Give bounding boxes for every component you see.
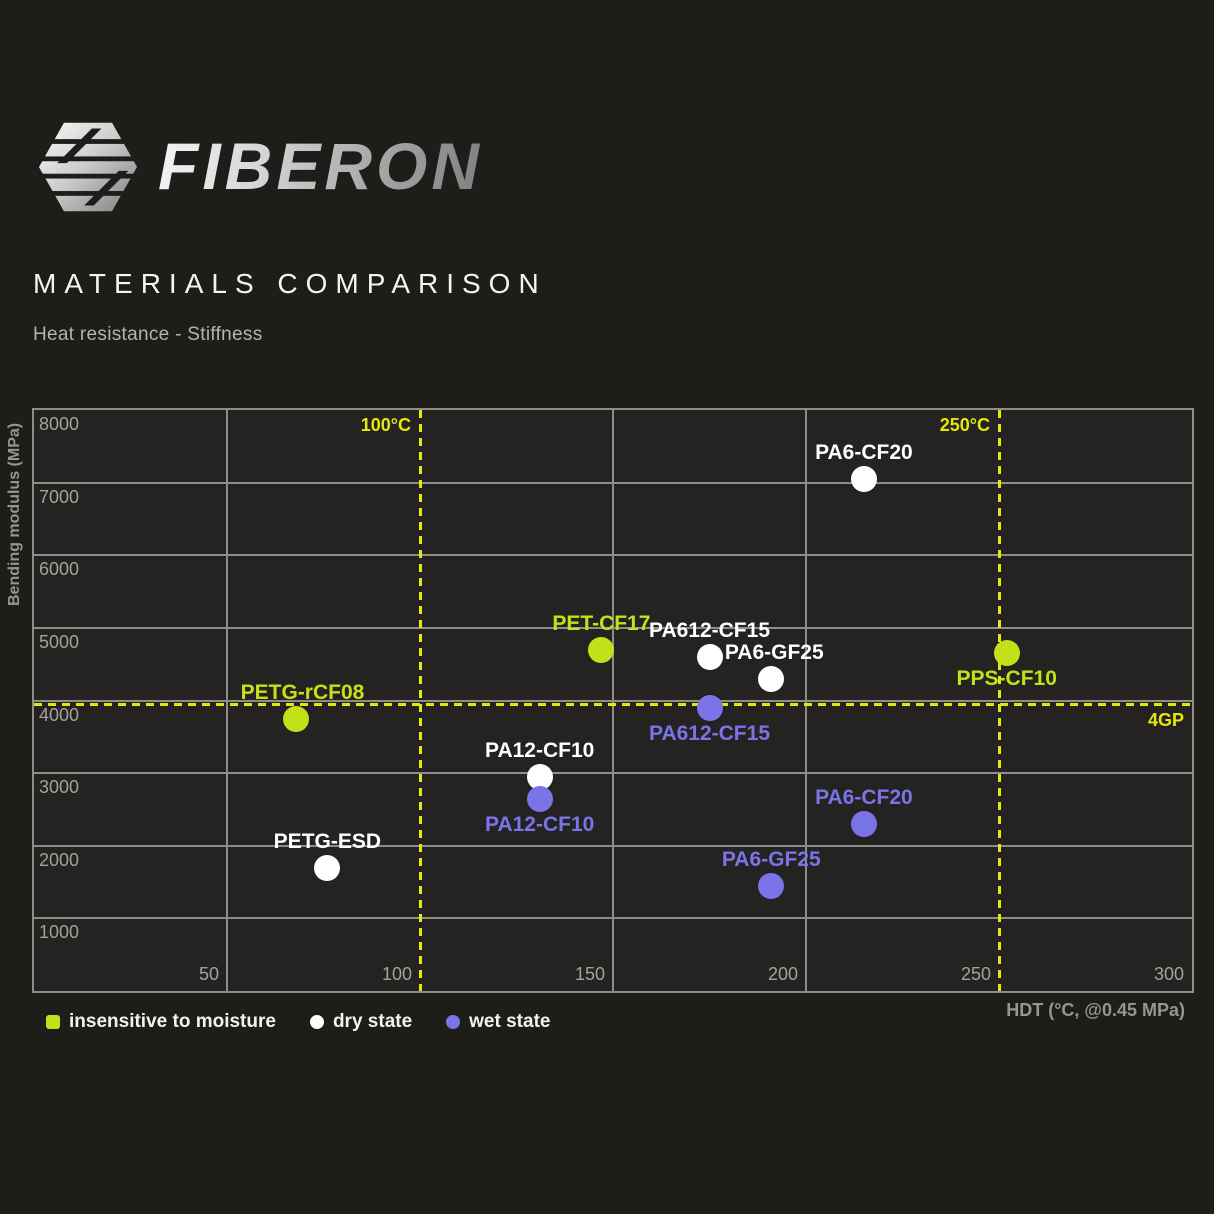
data-point-pa12-cf10 (526, 785, 553, 812)
point-label-pet-cf17: PET-CF17 (552, 611, 651, 635)
y-tick-label: 7000 (39, 486, 80, 507)
y-tick-label: 1000 (39, 922, 80, 943)
point-label-pa6-cf20: PA6-CF20 (815, 440, 913, 464)
ref-line-250 (997, 410, 1001, 991)
point-label-petg-rcf08: PETG-rCF08 (240, 680, 365, 704)
point-label-pps-cf10: PPS-CF10 (956, 667, 1057, 691)
x-tick-label: 150 (574, 964, 605, 984)
point-label-pa6-gf25: PA6-GF25 (721, 847, 821, 871)
y-tick-label: 8000 (39, 414, 80, 434)
point-label-pa612-cf15: PA612-CF15 (649, 721, 770, 745)
y-tick-label: 2000 (39, 849, 80, 870)
point-label-pa12-cf10: PA12-CF10 (484, 812, 595, 836)
x-tick-label: 100 (381, 964, 412, 984)
point-label-pa612-cf15: PA612-CF15 (649, 618, 770, 642)
data-point-pa6-cf20 (850, 810, 877, 837)
data-point-pa6-gf25 (758, 872, 785, 899)
x-tick-label: 200 (767, 964, 798, 984)
legend-label: dry state (332, 1011, 413, 1032)
legend-marker-green-icon (46, 1015, 60, 1029)
point-label-pa6-cf20: PA6-CF20 (815, 785, 913, 809)
gridline-x-200 (805, 410, 807, 991)
legend-item-dry: dry state (309, 1011, 413, 1033)
y-tick-label: 4000 (39, 704, 80, 725)
data-point-pa6-gf25 (758, 665, 785, 692)
data-point-pa6-cf20 (850, 465, 877, 492)
y-tick-label: 5000 (39, 631, 80, 652)
legend-item-wet: wet state (446, 1011, 550, 1033)
data-point-pps-cf10 (993, 640, 1020, 667)
scatter-plot: 1000 2000 3000 4000 5000 6000 7000 8000 50 100 150… (32, 408, 1194, 993)
fiberon-logo-icon (38, 122, 138, 212)
x-axis-title: HDT (°C, @0.45 MPa) (1006, 1000, 1185, 1020)
data-point-pet-cf17 (588, 636, 615, 663)
brand-wordmark: FIBERON (158, 126, 483, 206)
legend: insensitive to moisture dry state wet st… (46, 1011, 550, 1033)
legend-label: wet state (469, 1011, 551, 1032)
legend-label: insensitive to moisture (69, 1011, 276, 1032)
legend-item-insensitive: insensitive to moisture (46, 1011, 276, 1033)
page-title: MATERIALS COMPARISON (33, 268, 547, 299)
ref-line-label: 250°C (939, 415, 990, 435)
ref-line-4000 (34, 702, 1192, 706)
x-tick-label: 50 (198, 964, 219, 984)
y-tick-label: 3000 (39, 777, 80, 798)
ref-line-label: 4GP (1147, 709, 1184, 730)
data-point-petg-rcf08 (283, 705, 310, 732)
data-point-pa612-cf15 (696, 694, 723, 721)
legend-marker-white-icon (309, 1015, 324, 1029)
ref-line-label: 100°C (360, 415, 411, 435)
data-point-petg-esd (314, 854, 341, 881)
y-axis-title: Bending modulus (MPa) (6, 422, 23, 606)
page-subtitle: Heat resistance - Stiffness (33, 324, 263, 345)
ref-line-100 (418, 410, 422, 991)
point-label-pa12-cf10: PA12-CF10 (484, 738, 595, 762)
x-tick-label: 300 (1153, 964, 1184, 984)
x-tick-label: 250 (960, 964, 991, 984)
data-point-pa12-cf10 (526, 763, 553, 790)
data-point-pa612-cf15 (696, 643, 723, 670)
point-label-petg-esd: PETG-ESD (273, 829, 382, 853)
point-label-pa6-gf25: PA6-GF25 (724, 640, 824, 664)
gridline-x-150 (612, 410, 614, 991)
y-tick-label: 6000 (39, 559, 80, 580)
legend-marker-purple-icon (446, 1015, 461, 1029)
gridline-x-50 (226, 410, 228, 991)
